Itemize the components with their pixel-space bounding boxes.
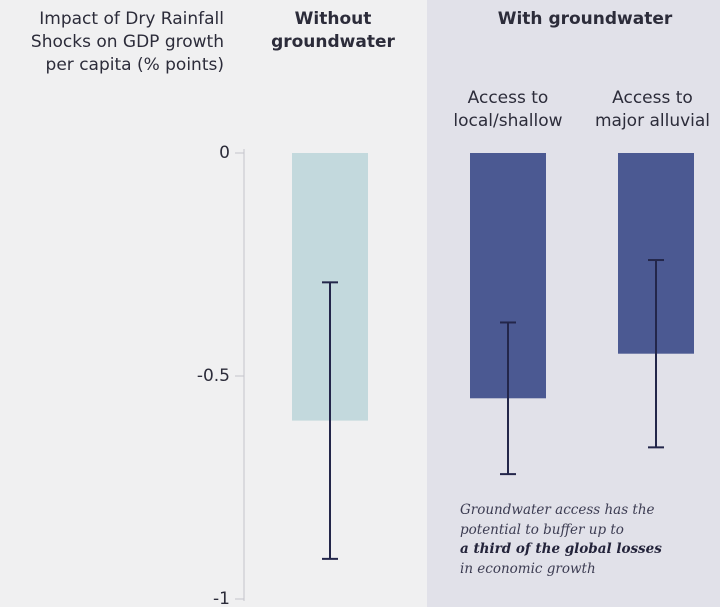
annotation-line-2: potential to buffer up to [460,521,624,538]
annotation-line-1: Groundwater access has the [460,502,655,518]
y-tick-label: -1 [213,589,230,607]
category-label-major-alluvial: Access to major alluvial [594,88,711,131]
annotation: Groundwater access has the potential to … [460,501,720,579]
annotation-line-3: a third of the global losses [460,540,720,560]
annotation-line-4: in economic growth [460,560,596,577]
annotation-emphasis: a third of the global losses [460,541,662,557]
category-label-local-shallow: Access to local/shallow [453,88,563,131]
group-label-with-groundwater: With groundwater [497,9,673,29]
y-tick-label: -0.5 [197,366,230,386]
y-axis-label: Impact of Dry Rainfall Shocks on GDP gro… [30,9,224,75]
group-label-without-groundwater: Without groundwater [271,9,395,52]
y-tick-label: 0 [219,143,230,163]
